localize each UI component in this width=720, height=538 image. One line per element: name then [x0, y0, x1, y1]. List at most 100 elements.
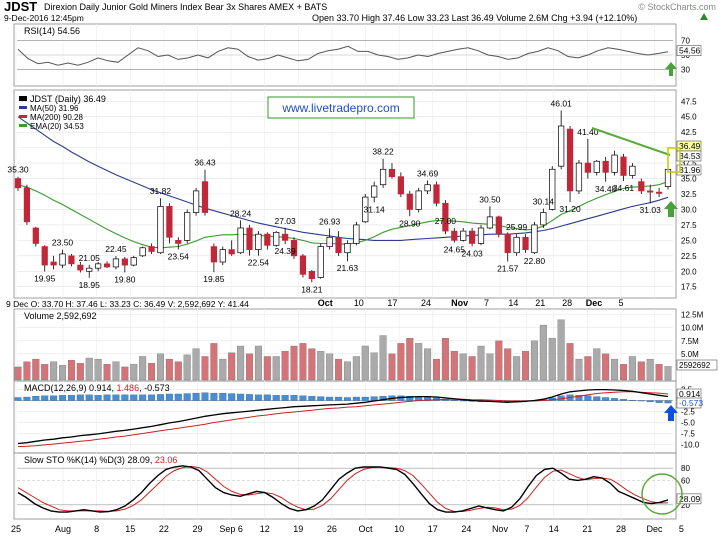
macd-histogram-bar	[94, 395, 102, 401]
volume-bar-down	[406, 338, 414, 381]
volume-bar-up	[628, 356, 636, 381]
volume-bar-up	[459, 353, 467, 381]
volume-bar-down	[23, 361, 31, 381]
candle-up	[611, 154, 618, 173]
date-axis-label: 28	[616, 524, 626, 534]
price-data-label: 41.40	[577, 127, 599, 137]
candle-down	[210, 246, 218, 263]
volume-y-tick: 7.5M	[681, 337, 699, 346]
candle-down	[451, 230, 458, 241]
date-axis-label: 19	[293, 524, 303, 534]
macd-histogram-bar	[646, 400, 654, 403]
price-y-tick: 42.5	[681, 128, 697, 137]
candle-down	[166, 206, 173, 238]
last-price-tag-box	[676, 150, 702, 162]
rsi-line	[17, 45, 669, 66]
macd-histogram-bar	[219, 392, 227, 401]
sto-green-circle	[641, 473, 683, 515]
resistance-trendline	[591, 127, 671, 156]
date-axis-label: 25	[11, 524, 21, 534]
price-data-label: 19.85	[203, 274, 225, 284]
macd-histogram-bar	[290, 395, 298, 401]
volume-bar-down	[450, 351, 458, 381]
price-data-label: 19.80	[114, 275, 136, 285]
price-x-label: Nov	[451, 298, 468, 308]
candle-up	[192, 190, 200, 213]
candle-up	[371, 185, 378, 198]
macd-histogram-bar	[165, 393, 173, 401]
volume-bar-up	[486, 353, 494, 381]
macd-histogram-bar	[281, 395, 289, 401]
macd-histogram-bar	[263, 394, 271, 401]
volume-bar-down	[299, 343, 307, 381]
price-y-tick: 32.5	[681, 190, 697, 199]
volume-bar-down	[246, 353, 253, 381]
macd-line	[17, 388, 669, 445]
candle-down	[246, 227, 253, 250]
up-triangle-icon	[700, 13, 708, 20]
price-data-label: 34.61	[613, 183, 635, 193]
volume-bar-up	[548, 338, 556, 381]
candle-down	[397, 176, 404, 195]
sto-label: Slow STO %K(14) %D(3) 28.09, 23.06	[24, 455, 177, 465]
candle-down	[647, 190, 654, 193]
candle-up	[219, 249, 226, 263]
legend-ema20: EMA(20) 34.53	[30, 122, 84, 131]
macd-histogram-bar	[655, 400, 663, 403]
volume-bar-up	[112, 361, 120, 381]
candle-up	[513, 236, 520, 254]
date-axis-label: Dec	[647, 524, 664, 534]
price-x-label: 21	[535, 298, 545, 308]
volume-bar-down	[388, 353, 396, 381]
price-data-label: 27.00	[435, 216, 457, 226]
macd-histogram-bar	[183, 393, 191, 401]
price-y-tick: 22.5	[681, 252, 697, 261]
macd-histogram-bar	[23, 396, 31, 401]
date-axis-label: 8	[94, 524, 99, 534]
candle-up	[344, 243, 351, 254]
macd-histogram-bar	[59, 395, 67, 401]
price-data-label: 46.01	[551, 98, 573, 108]
price-x-label: Oct	[318, 298, 333, 308]
volume-bar-up	[477, 345, 485, 381]
volume-bar-up	[530, 340, 538, 381]
volume-bar-up	[424, 348, 432, 381]
legend-ma50: MA(50) 31.96	[30, 104, 79, 113]
volume-bar-up	[139, 356, 147, 381]
macd-blue-arrow-icon	[664, 405, 678, 421]
macd-histogram-bar	[406, 396, 414, 401]
macd-histogram-bar	[637, 400, 645, 402]
last-price-tag: 31.96	[679, 165, 701, 175]
price-data-label: 34.69	[417, 168, 439, 178]
candle-down	[620, 156, 627, 176]
macd-histogram-bar	[121, 394, 129, 401]
last-price-tag: 36.49	[679, 141, 701, 151]
price-data-label: 28.24	[230, 208, 252, 218]
volume-bar-up	[370, 352, 378, 381]
volume-bar-down	[522, 351, 530, 381]
volume-bar-down	[32, 358, 40, 381]
volume-bar-down	[103, 364, 111, 381]
candle-up	[629, 165, 636, 176]
rsi-y-tick: 70	[681, 37, 690, 46]
macd-histogram-bar	[450, 399, 458, 401]
date-axis-label: 21	[582, 524, 592, 534]
macd-label: MACD(12,26,9) 0.914, 1.486, -0.573	[24, 383, 170, 393]
candle-down	[264, 233, 271, 246]
volume-bar-down	[504, 348, 512, 381]
price-y-tick: 35.0	[681, 175, 697, 184]
candle-up	[424, 184, 431, 192]
brand-logo: © StockCharts.com	[638, 2, 716, 12]
volume-bar-up	[183, 354, 191, 381]
price-y-tick: 37.5	[681, 159, 697, 168]
candle-up	[460, 230, 467, 241]
volume-bar-up	[219, 358, 227, 381]
price-data-label: 26.93	[319, 216, 341, 226]
price-data-label: 18.21	[301, 284, 323, 294]
candle-up	[59, 253, 66, 266]
sto-label-main: Slow STO %K(14) %D(3) 28.09,	[24, 455, 155, 465]
macd-y-tick: -7.5	[681, 429, 695, 438]
date-axis-label: 5	[679, 524, 684, 534]
macd-histogram-bar	[246, 394, 253, 401]
last-price-tag-box	[676, 164, 702, 176]
